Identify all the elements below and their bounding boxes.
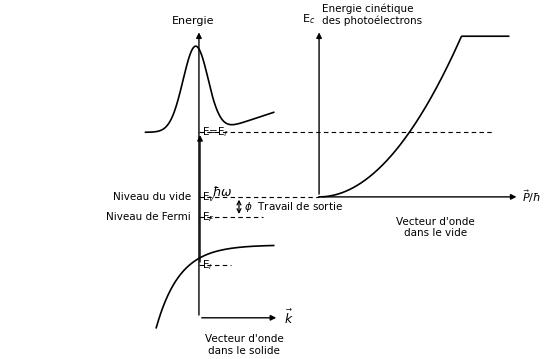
Text: $\hbar\omega$: $\hbar\omega$ <box>213 185 233 199</box>
Text: E$_c$: E$_c$ <box>301 13 315 26</box>
Text: E=E$_f$: E=E$_f$ <box>202 125 229 139</box>
Text: Energie cinétique
des photoélectrons: Energie cinétique des photoélectrons <box>322 4 422 26</box>
Text: $\vec{k}$: $\vec{k}$ <box>284 309 294 327</box>
Text: E$_i$: E$_i$ <box>202 258 212 272</box>
Text: Vecteur d'onde
dans le vide: Vecteur d'onde dans le vide <box>396 217 475 238</box>
Text: $\phi$  Travail de sortie: $\phi$ Travail de sortie <box>244 200 343 214</box>
Text: E$_F$: E$_F$ <box>202 210 215 224</box>
Text: Niveau de Fermi: Niveau de Fermi <box>106 212 191 222</box>
Text: Vecteur d'onde
dans le solide: Vecteur d'onde dans le solide <box>205 334 284 356</box>
Text: E$_V$: E$_V$ <box>202 190 216 204</box>
Text: Niveau du vide: Niveau du vide <box>113 192 191 202</box>
Text: $\vec{P}/\hbar$: $\vec{P}/\hbar$ <box>522 188 541 205</box>
Text: Energie: Energie <box>172 16 215 26</box>
